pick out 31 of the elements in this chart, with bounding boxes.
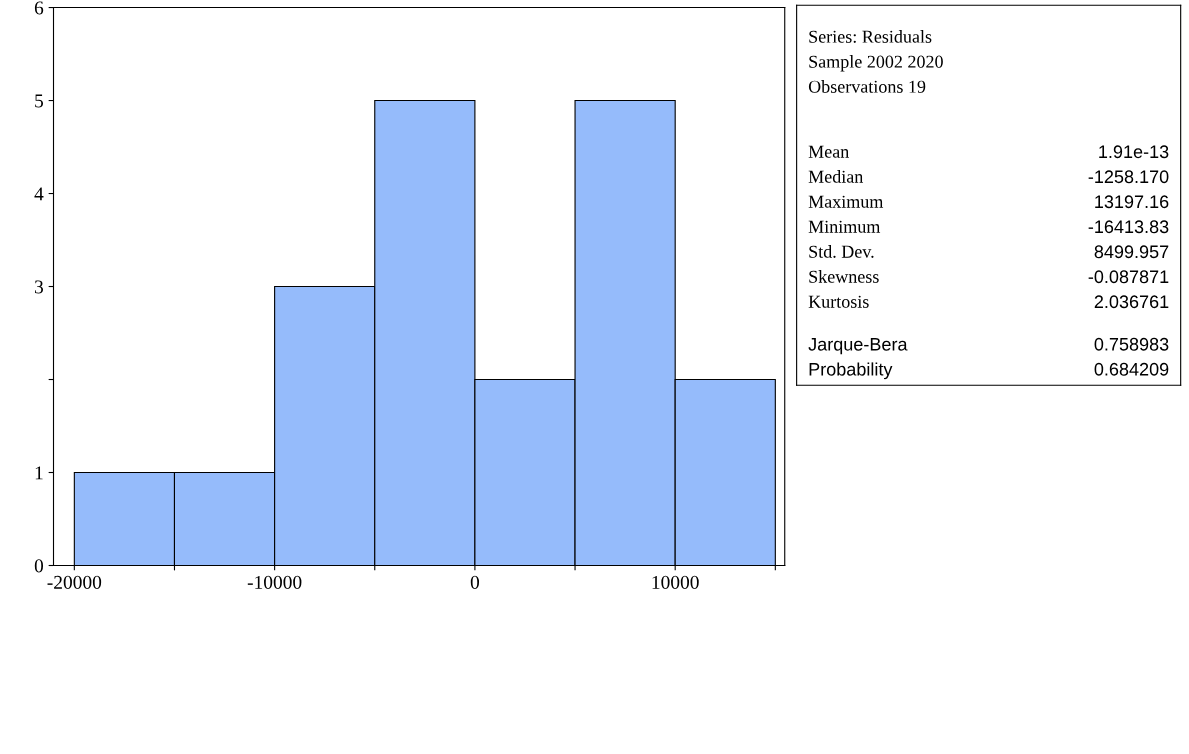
text: Kurtosis [808, 295, 869, 308]
x-tick-label: -10000 [247, 575, 302, 589]
text: 0.758983 [1094, 337, 1169, 351]
y-tick-label: 3 [34, 280, 44, 294]
text: 0.684209 [1094, 362, 1169, 376]
text: 2.036761 [1094, 295, 1169, 309]
text: -16413.83 [1088, 220, 1169, 234]
y-tick-label: 1 [35, 466, 43, 480]
x-tick-label: 10000 [652, 575, 699, 589]
text: Std. Dev. [809, 245, 874, 258]
text: Series: Residuals [809, 30, 932, 43]
text: -0.087871 [1088, 270, 1169, 284]
text: Observations 19 [808, 80, 926, 93]
x-tick-label: -20000 [47, 575, 102, 589]
text: 8499.957 [1094, 245, 1169, 259]
text: Sample 2002 2020 [809, 55, 943, 72]
x-tick-label: 0 [470, 575, 480, 589]
y-tick-label: 0 [34, 559, 44, 573]
text: Skewness [809, 270, 879, 283]
y-tick-label: 4 [34, 187, 44, 201]
text: Mean [808, 145, 849, 158]
text: 1.91e-13 [1099, 145, 1169, 159]
y-tick-label: 5 [35, 94, 44, 108]
text: -1258.170 [1088, 170, 1169, 184]
text: Jarque-Bera [808, 338, 908, 355]
text: Minimum [808, 220, 881, 233]
y-tick-label: 6 [34, 1, 44, 15]
text: Median [808, 170, 864, 183]
text: Probability [809, 362, 893, 380]
text: Maximum [808, 195, 884, 208]
text: 13197.16 [1095, 195, 1169, 209]
